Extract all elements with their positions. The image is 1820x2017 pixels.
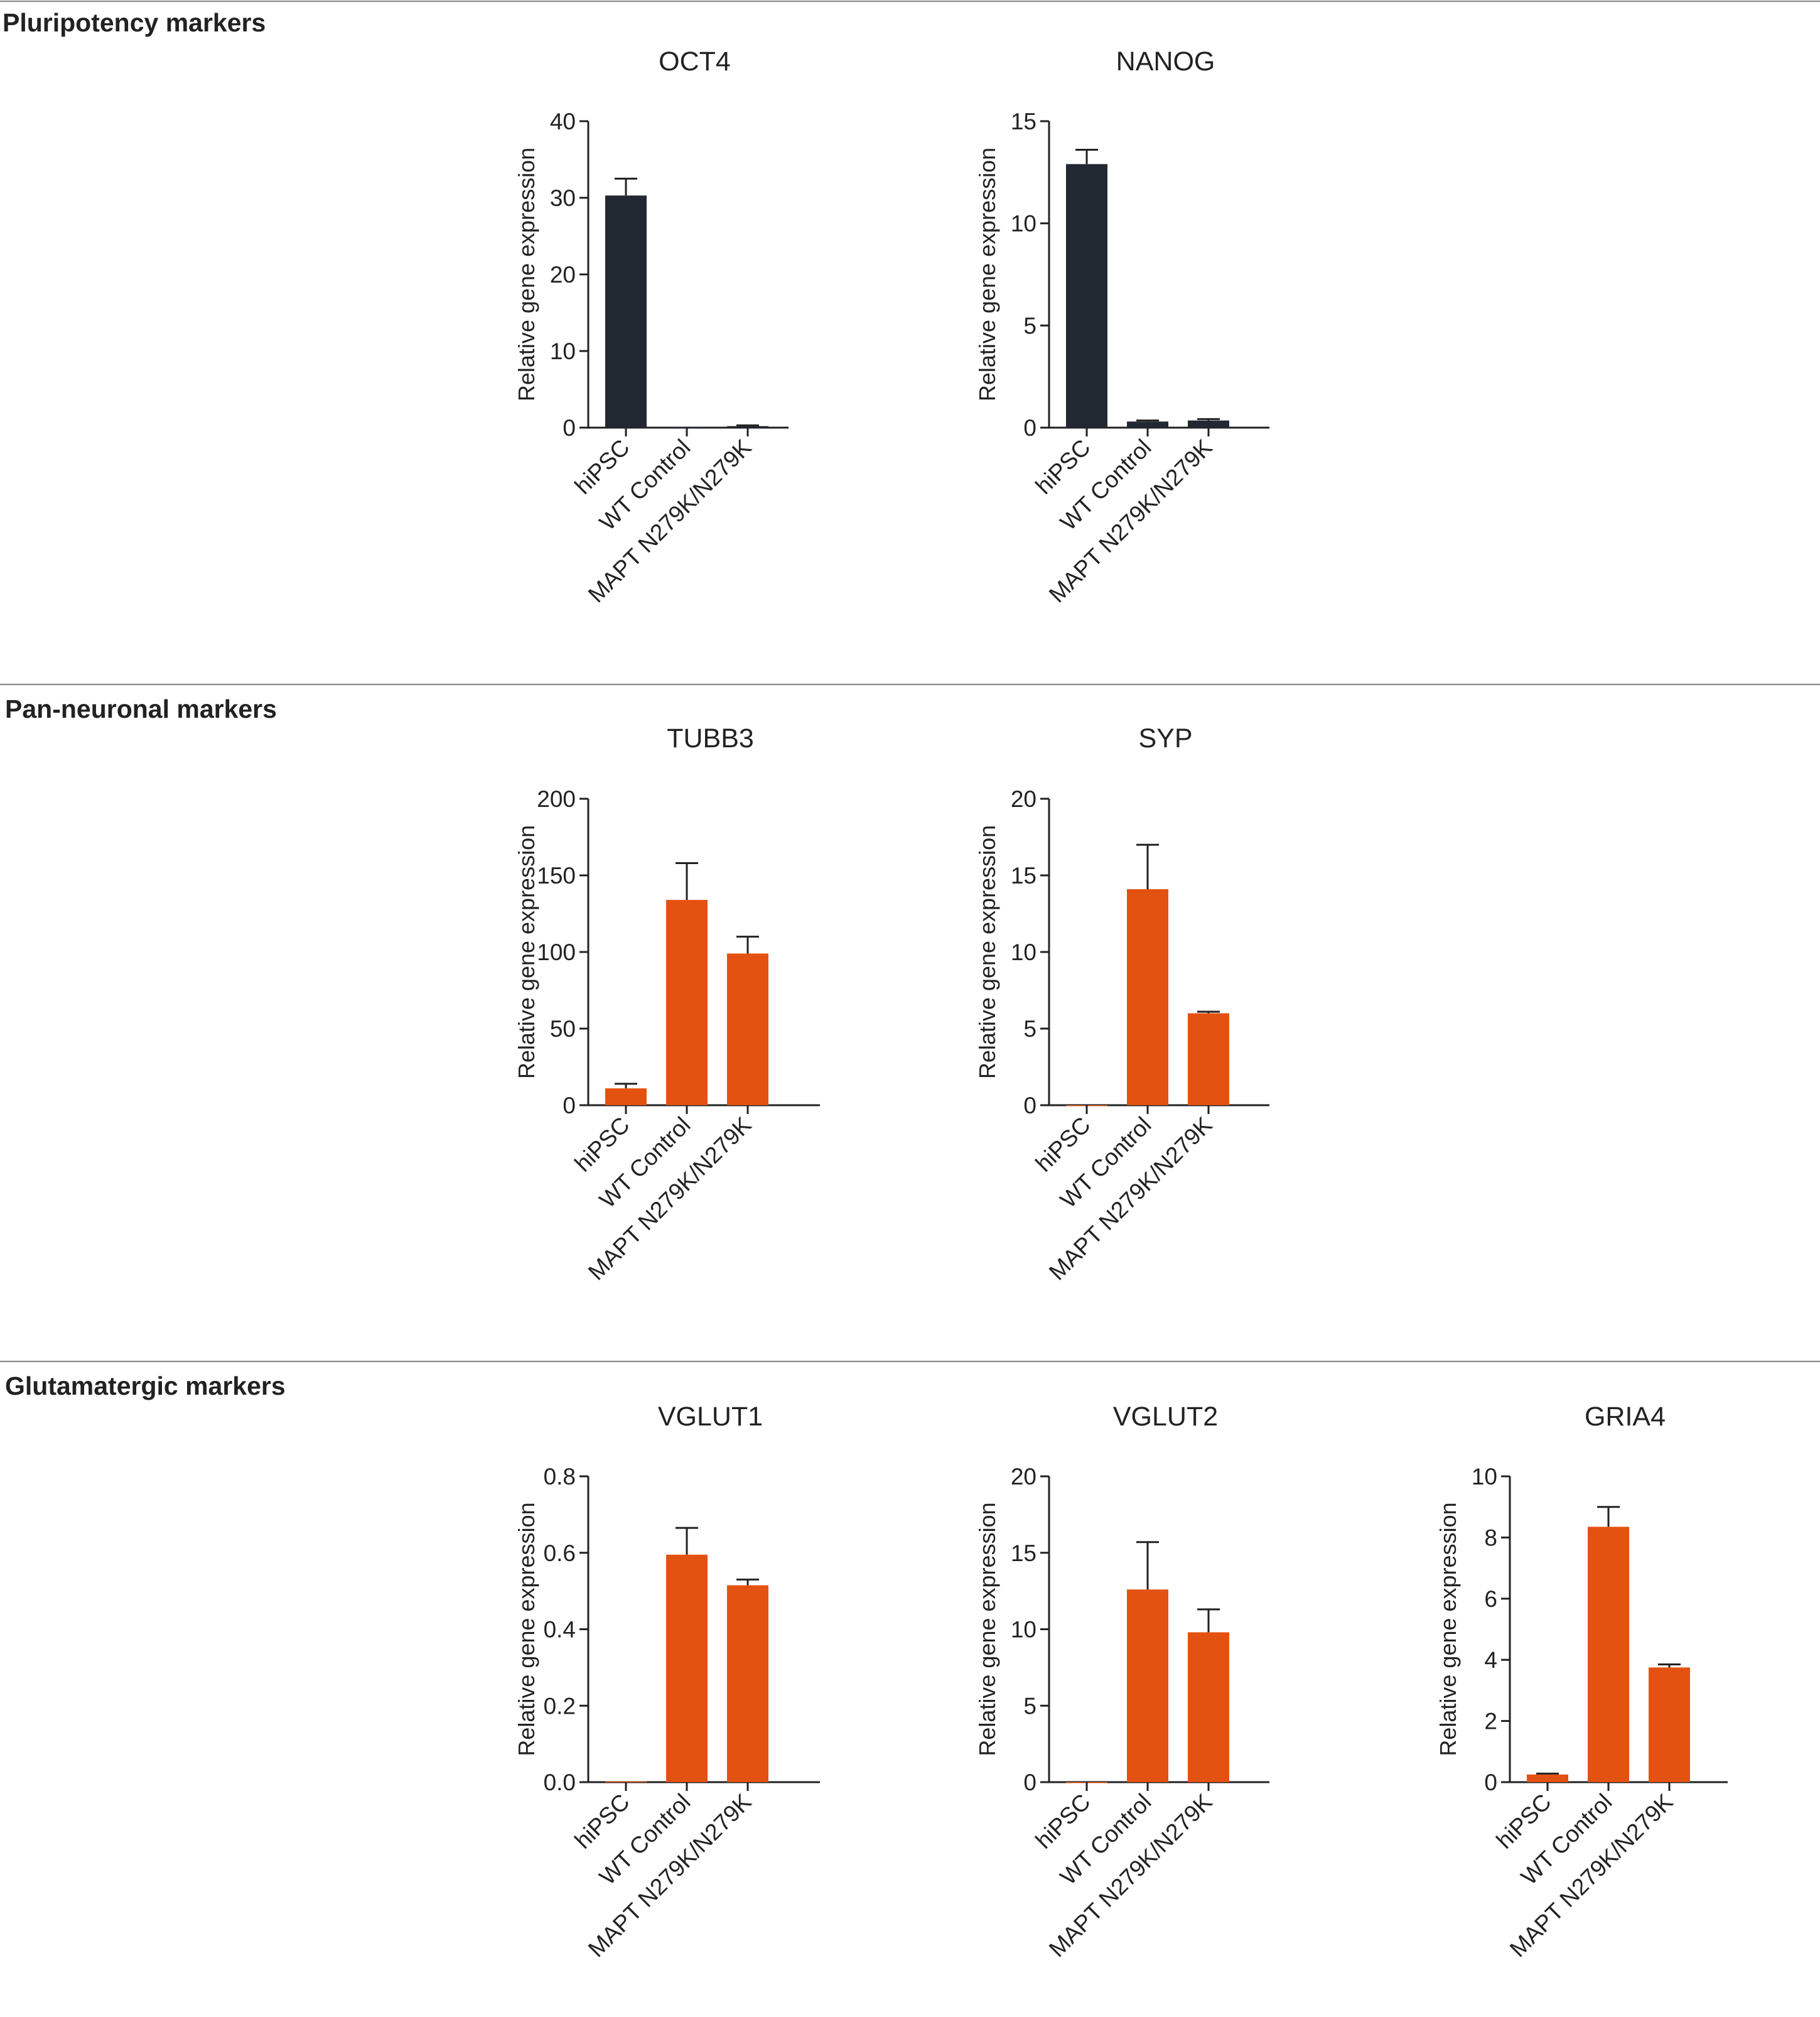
y-axis-label: Relative gene expression	[514, 1502, 539, 1756]
y-tick-label: 6	[1484, 1586, 1497, 1612]
bar	[1188, 1632, 1229, 1782]
bar	[1127, 889, 1168, 1105]
y-tick-label: 5	[1023, 1693, 1037, 1719]
y-tick-label: 10	[1011, 211, 1037, 237]
y-tick-label: 15	[1011, 109, 1037, 134]
bar	[1527, 1774, 1568, 1782]
y-tick-label: 0.6	[544, 1540, 576, 1566]
bar	[1649, 1667, 1690, 1782]
bar	[666, 426, 708, 428]
y-tick-label: 0.4	[544, 1617, 576, 1643]
y-tick-label: 5	[1023, 313, 1037, 338]
y-tick-label: 8	[1484, 1525, 1497, 1550]
y-tick-label: 10	[550, 338, 576, 364]
bar	[666, 1554, 708, 1782]
y-tick-label: 10	[1472, 1464, 1497, 1490]
section-title: Pluripotency markers	[3, 8, 266, 37]
y-tick-label: 15	[1011, 1540, 1037, 1566]
bar	[1127, 421, 1168, 428]
bar	[727, 1585, 768, 1782]
y-tick-label: 15	[1011, 863, 1037, 889]
y-tick-label: 40	[550, 109, 576, 134]
y-tick-label: 0	[563, 1093, 576, 1118]
bar	[1066, 164, 1107, 428]
y-tick-label: 0	[1484, 1770, 1497, 1795]
chart-title: NANOG	[1116, 46, 1215, 77]
bar	[727, 953, 768, 1105]
y-tick-label: 2	[1484, 1709, 1497, 1734]
y-tick-label: 0.8	[544, 1464, 576, 1490]
y-tick-label: 0	[563, 415, 576, 441]
bar	[1588, 1527, 1629, 1782]
chart-title: SYP	[1138, 723, 1192, 754]
y-axis-label: Relative gene expression	[974, 825, 1000, 1079]
bar	[666, 900, 708, 1105]
bar	[1188, 1013, 1229, 1105]
chart-title: OCT4	[659, 46, 731, 77]
y-tick-label: 100	[537, 939, 576, 965]
section-title: Pan-neuronal markers	[5, 695, 277, 723]
y-axis-label: Relative gene expression	[974, 148, 1000, 401]
bar	[727, 426, 768, 428]
y-tick-label: 150	[537, 863, 576, 889]
y-tick-label: 50	[550, 1016, 576, 1042]
chart-title: VGLUT1	[658, 1402, 763, 1432]
y-tick-label: 10	[1011, 939, 1037, 965]
bar	[605, 1088, 647, 1105]
y-axis-label: Relative gene expression	[514, 148, 539, 401]
section-title: Glutamatergic markers	[5, 1371, 286, 1400]
y-tick-label: 0.0	[544, 1770, 576, 1795]
bar	[605, 1781, 647, 1783]
y-tick-label: 20	[1011, 1464, 1037, 1490]
y-axis-label: Relative gene expression	[974, 1502, 1000, 1756]
y-tick-label: 0	[1023, 415, 1037, 441]
chart-title: TUBB3	[667, 723, 754, 754]
y-tick-label: 0	[1023, 1770, 1037, 1795]
y-tick-label: 10	[1011, 1617, 1037, 1643]
bar	[1188, 420, 1229, 428]
bar	[1127, 1589, 1168, 1782]
y-tick-label: 0.2	[544, 1693, 576, 1719]
y-tick-label: 5	[1023, 1016, 1037, 1042]
y-tick-label: 20	[550, 262, 576, 288]
y-tick-label: 0	[1023, 1093, 1037, 1118]
y-tick-label: 30	[550, 185, 576, 211]
bar-chart-tubb3: TUBB3 Relative gene expression 0 50 100 150 20…	[514, 723, 820, 1285]
y-tick-label: 4	[1484, 1647, 1497, 1673]
chart-title: GRIA4	[1585, 1402, 1666, 1432]
bar	[605, 195, 647, 428]
y-axis-label: Relative gene expression	[514, 825, 539, 1079]
y-tick-label: 20	[1011, 786, 1037, 812]
y-tick-label: 200	[537, 786, 576, 812]
chart-title: VGLUT2	[1113, 1402, 1218, 1432]
y-axis-label: Relative gene expression	[1435, 1502, 1461, 1756]
